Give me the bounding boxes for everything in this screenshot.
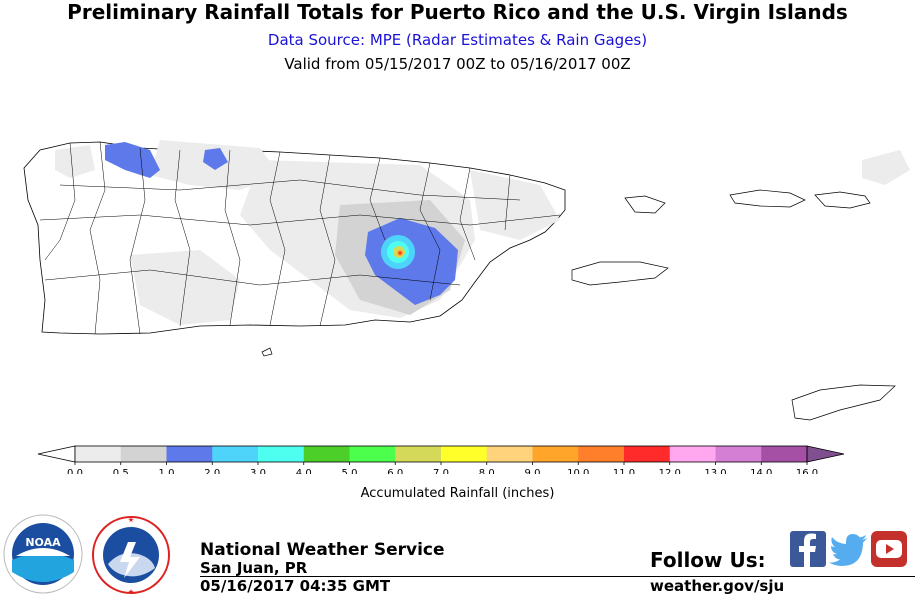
- colorbar-tick-label: 10.0: [567, 468, 589, 474]
- colorbar-tick-label: 0.5: [113, 468, 129, 474]
- colorbar-bin: [166, 446, 213, 462]
- vieques-island: [571, 261, 669, 286]
- noaa-logo: NOAA: [3, 514, 83, 594]
- colorbar-bin: [669, 446, 716, 462]
- colorbar-tick-label: 2.0: [204, 468, 220, 474]
- colorbar-label: Accumulated Rainfall (inches): [360, 486, 555, 501]
- twitter-icon[interactable]: [829, 531, 869, 567]
- rain-shade-11-0: [398, 251, 402, 255]
- footer-divider: [200, 576, 915, 577]
- colorbar-bin: [120, 446, 167, 462]
- valid-period: Valid from 05/15/2017 00Z to 05/16/2017 …: [284, 55, 631, 73]
- colorbar-bin: [715, 446, 762, 462]
- colorbar-tick-label: 7.0: [433, 468, 449, 474]
- colorbar-bin: [258, 446, 305, 462]
- colorbar-tick-label: 16.0: [796, 468, 818, 474]
- rainfall-map: [23, 140, 910, 421]
- st-croix-island: [791, 384, 896, 421]
- colorbar-bin: [624, 446, 671, 462]
- colorbar-bin: [441, 446, 488, 462]
- colorbar-bin: [761, 446, 808, 462]
- colorbar-tick-label: 9.0: [525, 468, 541, 474]
- colorbar-bin: [212, 446, 259, 462]
- facebook-icon[interactable]: [790, 531, 826, 567]
- noaa-logo-text: NOAA: [25, 536, 61, 549]
- culebra-island: [624, 195, 666, 214]
- rainfall-colorbar: 0.0 0.5 1.0 2.0 3.0 4.0 5.0 6.0 7.0 8.0 9.0 10.0 11.…: [37, 445, 845, 474]
- office-name: National Weather Service: [200, 540, 445, 560]
- rain-shade-0-5: [862, 150, 910, 185]
- colorbar-tick-label: 0.0: [67, 468, 83, 474]
- issued-timestamp: 05/16/2017 04:35 GMT: [200, 577, 391, 595]
- rain-shade-2-0: [203, 148, 228, 170]
- rain-shade-2-0: [105, 142, 160, 178]
- colorbar-bin: [486, 446, 533, 462]
- colorbar-tick-label: 14.0: [750, 468, 772, 474]
- rain-shade-0-5: [55, 145, 95, 178]
- colorbar-tick-label: 11.0: [613, 468, 635, 474]
- colorbar-tick-label: 1.0: [159, 468, 175, 474]
- colorbar-tick-label: 12.0: [659, 468, 681, 474]
- colorbar-bin: [75, 446, 122, 462]
- small-island: [261, 347, 273, 357]
- follow-us-label: Follow Us:: [650, 548, 766, 572]
- youtube-icon[interactable]: [871, 531, 907, 567]
- colorbar-bin: [349, 446, 396, 462]
- colorbar-over-arrow: [806, 445, 845, 463]
- colorbar-tick-label: 4.0: [296, 468, 312, 474]
- colorbar-bin: [578, 446, 625, 462]
- colorbar-tick-label: 8.0: [479, 468, 495, 474]
- svg-text:★: ★: [128, 588, 134, 596]
- colorbar-bin: [303, 446, 350, 462]
- st-john-island: [814, 191, 871, 209]
- website-link[interactable]: weather.gov/sju: [650, 577, 785, 595]
- colorbar-tick-label: 5.0: [342, 468, 358, 474]
- svg-text:★: ★: [128, 516, 134, 524]
- nws-logo: ★ ★: [92, 516, 170, 596]
- colorbar-tick-label: 3.0: [250, 468, 266, 474]
- colorbar-tick-label: 13.0: [704, 468, 726, 474]
- colorbar-tick-label: 6.0: [387, 468, 403, 474]
- colorbar-under-arrow: [37, 445, 76, 463]
- office-location: San Juan, PR: [200, 559, 308, 577]
- st-thomas-island: [729, 189, 806, 208]
- colorbar-bin: [532, 446, 579, 462]
- map-title: Preliminary Rainfall Totals for Puerto R…: [67, 0, 848, 24]
- data-source-subtitle: Data Source: MPE (Radar Estimates & Rain…: [267, 31, 648, 49]
- municipality-boundaries: [39, 141, 561, 335]
- colorbar-bin: [395, 446, 442, 462]
